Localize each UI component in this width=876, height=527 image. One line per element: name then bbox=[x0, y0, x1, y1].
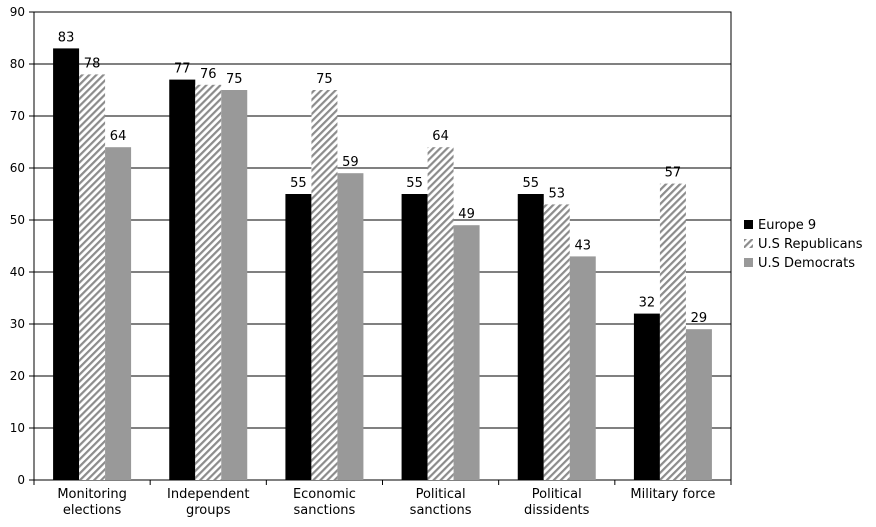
data-label: 55 bbox=[290, 176, 307, 191]
bar-europe-9 bbox=[285, 194, 312, 480]
data-label: 64 bbox=[432, 129, 449, 144]
y-tick-label: 30 bbox=[10, 317, 25, 331]
bar-u-s-republicans bbox=[311, 90, 338, 480]
bar-u-s-republicans bbox=[543, 204, 570, 480]
bar-u-s-republicans bbox=[427, 147, 454, 480]
data-label: 53 bbox=[548, 186, 565, 201]
y-tick-label: 0 bbox=[17, 473, 25, 487]
axes: 0 10 20 30 40 50 60 70 80 90 Monitoring elections In… bbox=[10, 5, 732, 518]
data-label: 78 bbox=[84, 56, 101, 71]
y-tick-label: 20 bbox=[10, 369, 25, 383]
data-labels: 83 77 55 55 55 32 78 76 75 64 53 57 64 75 59 49 43 29 bbox=[58, 30, 707, 326]
data-label: 32 bbox=[639, 296, 656, 311]
y-tick-label: 60 bbox=[10, 161, 25, 175]
data-label: 49 bbox=[458, 207, 475, 222]
bar-u-s-democrats bbox=[221, 90, 248, 480]
x-category-label: Political sanctions bbox=[410, 487, 472, 518]
data-label: 55 bbox=[522, 176, 539, 191]
bar-europe-9 bbox=[53, 48, 80, 481]
x-category-label: Military force bbox=[630, 487, 715, 502]
x-category-label: Economic sanctions bbox=[293, 487, 356, 518]
bar-u-s-democrats bbox=[569, 256, 596, 480]
data-label: 83 bbox=[58, 30, 75, 45]
plot-frame bbox=[33, 11, 732, 481]
bar-u-s-democrats bbox=[685, 329, 712, 480]
legend-label: Europe 9 bbox=[758, 218, 816, 233]
x-category-label: Monitoring elections bbox=[57, 487, 127, 518]
legend-swatch bbox=[744, 258, 753, 267]
bar-u-s-democrats bbox=[453, 225, 480, 480]
legend-label: U.S Democrats bbox=[758, 256, 855, 271]
y-tick-label: 80 bbox=[10, 57, 25, 71]
y-tick-label: 90 bbox=[10, 5, 25, 19]
data-label: 75 bbox=[226, 72, 243, 87]
data-label: 77 bbox=[174, 62, 191, 77]
x-category-label: Political dissidents bbox=[524, 487, 590, 518]
bars bbox=[53, 48, 712, 481]
y-tick-label: 40 bbox=[10, 265, 25, 279]
bar-europe-9 bbox=[517, 194, 544, 480]
y-tick-label: 50 bbox=[10, 213, 25, 227]
bar-europe-9 bbox=[169, 79, 196, 480]
legend-label: U.S Republicans bbox=[758, 237, 863, 252]
bar-u-s-democrats bbox=[105, 147, 132, 480]
data-label: 29 bbox=[691, 311, 708, 326]
data-label: 64 bbox=[110, 129, 127, 144]
y-tick-label: 10 bbox=[10, 421, 25, 435]
x-category-label: Independent groups bbox=[167, 487, 249, 518]
legend-swatch bbox=[744, 220, 753, 229]
data-label: 75 bbox=[316, 72, 333, 87]
data-label: 55 bbox=[406, 176, 423, 191]
bar-u-s-republicans bbox=[79, 74, 106, 481]
bar-europe-9 bbox=[633, 313, 660, 480]
bar-u-s-democrats bbox=[337, 173, 364, 480]
legend-swatch bbox=[744, 239, 753, 248]
data-label: 76 bbox=[200, 67, 217, 82]
data-label: 43 bbox=[574, 238, 591, 253]
data-label: 57 bbox=[665, 166, 682, 181]
data-label: 59 bbox=[342, 155, 359, 170]
y-tick-label: 70 bbox=[10, 109, 25, 123]
bar-europe-9 bbox=[401, 194, 428, 480]
bar-u-s-republicans bbox=[195, 84, 222, 481]
gridlines bbox=[33, 11, 732, 481]
bar-u-s-republicans bbox=[659, 183, 686, 480]
legend: Europe 9 U.S Republicans U.S Democrats bbox=[744, 218, 863, 271]
